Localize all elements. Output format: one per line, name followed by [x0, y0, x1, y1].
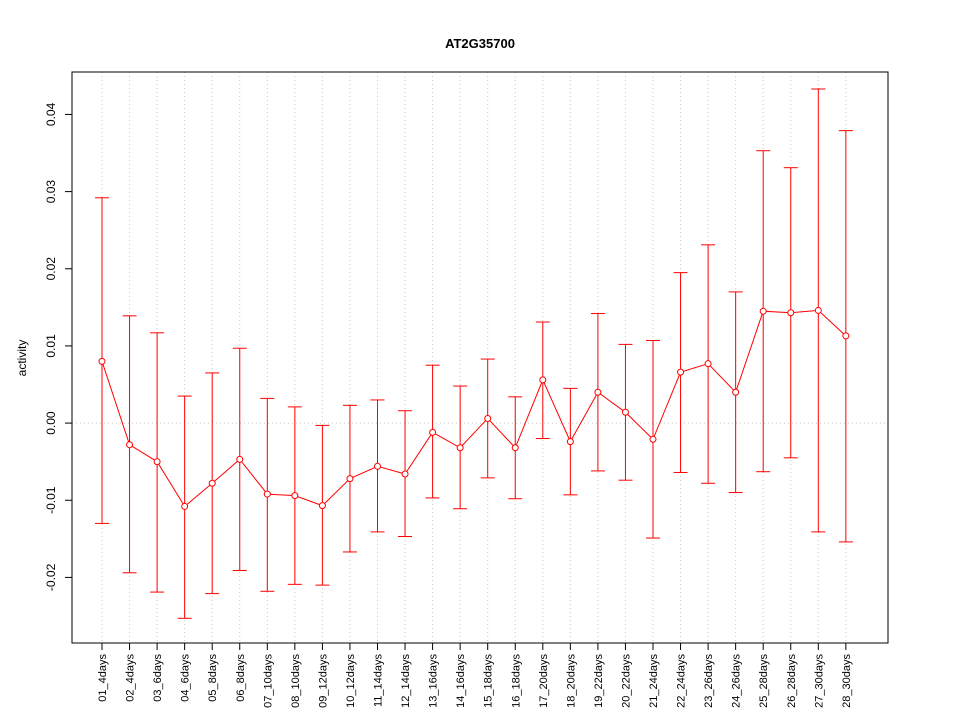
data-point — [566, 438, 574, 446]
y-tick-label: 0.03 — [44, 180, 58, 204]
data-point — [374, 462, 381, 470]
line-layer — [101, 309, 847, 508]
x-tick-label: 24_26days — [731, 654, 743, 708]
x-tick-label: 19_22days — [593, 654, 605, 708]
y-axis: -0.02 -0.01 0.00 0.01 0.02 0.03 0.04 — [44, 102, 72, 591]
x-tick-label: 08_10days — [290, 654, 302, 708]
x-tick-label: 10_12days — [345, 654, 357, 708]
errorbar-layer — [95, 88, 853, 619]
y-tick-label: 0.02 — [44, 257, 58, 281]
data-point — [181, 502, 189, 510]
data-point — [346, 475, 354, 483]
data-point — [401, 470, 409, 478]
data-point — [208, 479, 216, 487]
x-tick-label: 28_30days — [841, 654, 853, 708]
data-point — [594, 388, 602, 396]
x-tick-label: 17_20days — [538, 654, 550, 708]
x-tick-label: 04_6days — [180, 654, 192, 702]
data-point — [787, 309, 795, 317]
x-tick-label: 11_14days — [373, 654, 385, 708]
data-point — [814, 306, 822, 314]
x-tick-label: 26_28days — [786, 654, 798, 708]
x-tick-label: 13_16days — [428, 654, 440, 708]
chart-title: AT2G35700 — [445, 36, 515, 51]
x-tick-label: 27_30days — [813, 654, 825, 708]
data-point — [484, 414, 492, 422]
data-point — [456, 444, 464, 452]
data-point — [511, 444, 519, 452]
y-tick-label: -0.02 — [44, 563, 58, 591]
x-tick-label: 18_20days — [565, 654, 577, 708]
x-tick-label: 16_18days — [510, 654, 522, 708]
data-point — [621, 408, 629, 416]
x-tick-label: 20_22days — [620, 654, 632, 708]
x-tick-label: 06_8days — [235, 654, 247, 702]
x-tick-label: 23_26days — [703, 654, 715, 708]
x-tick-label: 02_4days — [125, 654, 137, 702]
data-point — [318, 502, 326, 510]
x-tick-label: 12_14days — [400, 654, 412, 708]
x-axis: 01_4days 02_4days 03_6days 04_6days 05_8days… — [97, 643, 853, 708]
x-tick-label: 05_8days — [207, 654, 219, 702]
data-point — [153, 458, 161, 466]
x-tick-label: 07_10days — [262, 654, 274, 708]
plot-frame — [71, 71, 889, 644]
data-point — [539, 376, 547, 384]
grid-layer — [72, 72, 888, 643]
point-layer — [98, 306, 850, 510]
data-point — [263, 490, 271, 498]
x-tick-label: 15_18days — [483, 654, 495, 708]
y-tick-label: 0.00 — [44, 411, 58, 435]
series-line — [101, 309, 847, 508]
x-tick-label: 09_12days — [317, 654, 329, 708]
data-point — [291, 492, 299, 500]
data-point — [126, 441, 134, 449]
x-tick-label: 14_16days — [455, 654, 467, 708]
y-tick-label: -0.01 — [44, 486, 58, 514]
y-tick-label: 0.01 — [44, 334, 58, 358]
data-point — [429, 428, 437, 436]
data-point — [649, 435, 657, 443]
data-point — [236, 455, 244, 463]
y-axis-label: activity — [15, 340, 29, 377]
x-tick-label: 03_6days — [152, 654, 164, 702]
data-point — [759, 307, 767, 315]
data-point — [842, 332, 850, 340]
x-tick-label: 25_28days — [758, 654, 770, 708]
data-point — [98, 357, 106, 365]
data-point — [677, 368, 685, 376]
x-tick-label: 22_24days — [676, 654, 688, 708]
y-tick-label: 0.04 — [44, 102, 58, 126]
x-tick-label: 01_4days — [97, 654, 109, 702]
data-point — [704, 360, 712, 368]
x-tick-label: 21_24days — [648, 654, 660, 708]
data-point — [732, 388, 740, 396]
